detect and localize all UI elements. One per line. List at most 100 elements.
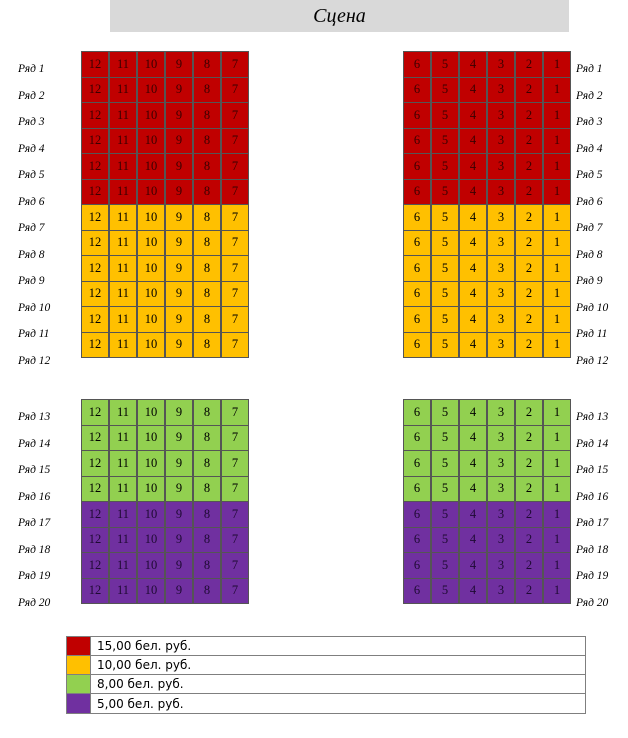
seat[interactable]: 5 <box>431 51 459 78</box>
seat[interactable]: 12 <box>81 229 109 256</box>
seat[interactable]: 6 <box>403 127 431 154</box>
seat[interactable]: 3 <box>487 127 515 154</box>
seat[interactable]: 3 <box>487 178 515 205</box>
seat[interactable]: 5 <box>431 306 459 333</box>
seat[interactable]: 8 <box>193 204 221 231</box>
seat[interactable]: 2 <box>515 475 543 502</box>
seat[interactable]: 9 <box>165 306 193 333</box>
seat[interactable]: 9 <box>165 424 193 451</box>
seat[interactable]: 1 <box>543 51 571 78</box>
seat[interactable]: 5 <box>431 331 459 358</box>
seat[interactable]: 9 <box>165 178 193 205</box>
seat[interactable]: 4 <box>459 475 487 502</box>
seat[interactable]: 12 <box>81 51 109 78</box>
seat[interactable]: 7 <box>221 76 249 103</box>
seat[interactable]: 10 <box>137 501 165 528</box>
seat[interactable]: 2 <box>515 178 543 205</box>
seat[interactable]: 8 <box>193 280 221 307</box>
seat[interactable]: 2 <box>515 229 543 256</box>
seat[interactable]: 4 <box>459 102 487 129</box>
seat[interactable]: 11 <box>109 51 137 78</box>
seat[interactable]: 11 <box>109 552 137 579</box>
seat[interactable]: 11 <box>109 424 137 451</box>
seat[interactable]: 11 <box>109 450 137 477</box>
seat[interactable]: 11 <box>109 76 137 103</box>
seat[interactable]: 3 <box>487 306 515 333</box>
seat[interactable]: 11 <box>109 331 137 358</box>
seat[interactable]: 6 <box>403 102 431 129</box>
seat[interactable]: 5 <box>431 450 459 477</box>
seat[interactable]: 10 <box>137 552 165 579</box>
seat[interactable]: 10 <box>137 76 165 103</box>
seat[interactable]: 6 <box>403 399 431 426</box>
seat[interactable]: 1 <box>543 424 571 451</box>
seat[interactable]: 12 <box>81 178 109 205</box>
seat[interactable]: 10 <box>137 526 165 553</box>
seat[interactable]: 12 <box>81 306 109 333</box>
seat[interactable]: 4 <box>459 577 487 604</box>
seat[interactable]: 1 <box>543 526 571 553</box>
seat[interactable]: 12 <box>81 399 109 426</box>
seat[interactable]: 2 <box>515 51 543 78</box>
seat[interactable]: 11 <box>109 306 137 333</box>
seat[interactable]: 10 <box>137 450 165 477</box>
seat[interactable]: 11 <box>109 127 137 154</box>
seat[interactable]: 9 <box>165 475 193 502</box>
seat[interactable]: 5 <box>431 127 459 154</box>
seat[interactable]: 10 <box>137 153 165 180</box>
seat[interactable]: 2 <box>515 204 543 231</box>
seat[interactable]: 1 <box>543 178 571 205</box>
seat[interactable]: 5 <box>431 501 459 528</box>
seat[interactable]: 9 <box>165 501 193 528</box>
seat[interactable]: 10 <box>137 204 165 231</box>
seat[interactable]: 6 <box>403 280 431 307</box>
seat[interactable]: 3 <box>487 255 515 282</box>
seat[interactable]: 3 <box>487 280 515 307</box>
seat[interactable]: 7 <box>221 178 249 205</box>
seat[interactable]: 8 <box>193 526 221 553</box>
seat[interactable]: 3 <box>487 102 515 129</box>
seat[interactable]: 4 <box>459 127 487 154</box>
seat[interactable]: 9 <box>165 204 193 231</box>
seat[interactable]: 10 <box>137 127 165 154</box>
seat[interactable]: 5 <box>431 424 459 451</box>
seat[interactable]: 3 <box>487 475 515 502</box>
seat[interactable]: 1 <box>543 229 571 256</box>
seat[interactable]: 2 <box>515 450 543 477</box>
seat[interactable]: 4 <box>459 552 487 579</box>
seat[interactable]: 9 <box>165 399 193 426</box>
seat[interactable]: 2 <box>515 501 543 528</box>
seat[interactable]: 7 <box>221 51 249 78</box>
seat[interactable]: 8 <box>193 102 221 129</box>
seat[interactable]: 1 <box>543 501 571 528</box>
seat[interactable]: 7 <box>221 526 249 553</box>
seat[interactable]: 7 <box>221 280 249 307</box>
seat[interactable]: 4 <box>459 501 487 528</box>
seat[interactable]: 10 <box>137 255 165 282</box>
seat[interactable]: 11 <box>109 280 137 307</box>
seat[interactable]: 8 <box>193 577 221 604</box>
seat[interactable]: 4 <box>459 153 487 180</box>
seat[interactable]: 7 <box>221 153 249 180</box>
seat[interactable]: 12 <box>81 577 109 604</box>
seat[interactable]: 4 <box>459 331 487 358</box>
seat[interactable]: 12 <box>81 552 109 579</box>
seat[interactable]: 1 <box>543 475 571 502</box>
seat[interactable]: 2 <box>515 127 543 154</box>
seat[interactable]: 8 <box>193 450 221 477</box>
seat[interactable]: 12 <box>81 76 109 103</box>
seat[interactable]: 2 <box>515 399 543 426</box>
seat[interactable]: 7 <box>221 229 249 256</box>
seat[interactable]: 8 <box>193 501 221 528</box>
seat[interactable]: 2 <box>515 255 543 282</box>
seat[interactable]: 3 <box>487 424 515 451</box>
seat[interactable]: 5 <box>431 229 459 256</box>
seat[interactable]: 5 <box>431 178 459 205</box>
seat[interactable]: 5 <box>431 153 459 180</box>
seat[interactable]: 1 <box>543 331 571 358</box>
seat[interactable]: 12 <box>81 424 109 451</box>
seat[interactable]: 2 <box>515 552 543 579</box>
seat[interactable]: 3 <box>487 399 515 426</box>
seat[interactable]: 10 <box>137 102 165 129</box>
seat[interactable]: 10 <box>137 577 165 604</box>
